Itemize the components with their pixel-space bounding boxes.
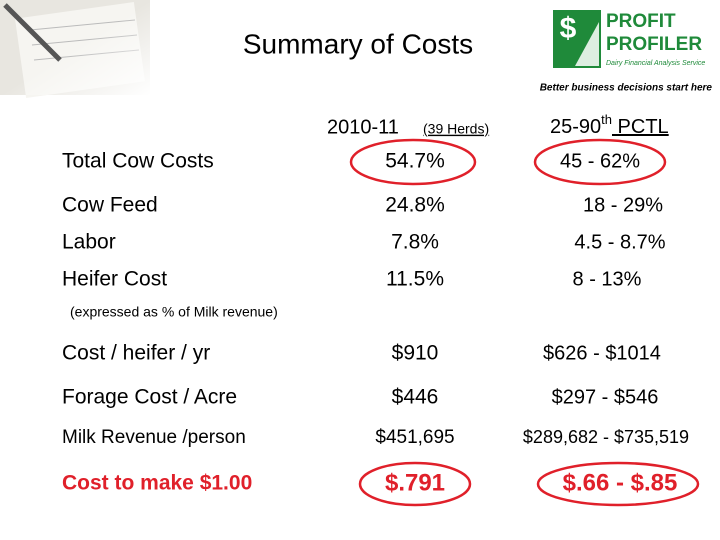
note: (expressed as % of Milk revenue) <box>70 304 278 320</box>
row-range: 18 - 29% <box>583 194 663 216</box>
row-value: 24.8% <box>385 194 445 217</box>
tagline: Better business decisions start here <box>540 83 713 94</box>
highlight <box>349 138 477 186</box>
highlight <box>536 461 700 507</box>
row-range: 4.5 - 8.7% <box>574 231 665 253</box>
row-label: Heifer Cost <box>62 268 167 291</box>
row-range: $626 - $1014 <box>543 342 661 364</box>
row-value: $451,695 <box>375 427 454 448</box>
row-label: Forage Cost / Acre <box>62 386 237 409</box>
logo-sub: Dairy Financial Analysis Service <box>606 60 705 67</box>
row-label: Labor <box>62 231 116 254</box>
logo-line1: PROFIT <box>606 11 676 32</box>
col-herds: (39 Herds) <box>423 121 489 137</box>
row-label: Cost / heifer / yr <box>62 342 210 365</box>
row-label: Cow Feed <box>62 194 158 217</box>
col-year: 2010-11 <box>327 116 399 138</box>
row-range: $289,682 - $735,519 <box>523 427 689 447</box>
row-range: $.66 - $.85 <box>563 469 678 496</box>
logo-line2: PROFILER <box>606 34 702 55</box>
logo: $ PROFIT PROFILER Dairy Financial Analys… <box>553 10 705 68</box>
col-pct-sup: th <box>601 112 612 127</box>
row-value: $.791 <box>385 469 445 496</box>
row-value: 7.8% <box>391 231 439 254</box>
col-pct-a: 25-90 <box>550 116 601 138</box>
logo-symbol: $ <box>560 12 577 45</box>
row-value: 54.7% <box>385 150 445 173</box>
highlight <box>533 138 667 186</box>
row-value: $446 <box>392 386 439 409</box>
rows: Total Cow Costs 54.7% 45 - 62% Cow Feed 24.8… <box>62 150 689 497</box>
corner-image <box>0 0 150 98</box>
highlight <box>358 461 472 507</box>
row-range: $297 - $546 <box>552 386 659 408</box>
row-value: $910 <box>392 342 439 365</box>
row-range: 8 - 13% <box>573 268 642 290</box>
col-pct: 25-90th PCTL <box>550 112 669 138</box>
row-value: 11.5% <box>386 268 444 291</box>
logo-graph <box>575 22 599 66</box>
row-range: 45 - 62% <box>560 150 640 172</box>
title: Summary of Costs <box>243 28 473 59</box>
row-label: Total Cow Costs <box>62 150 214 173</box>
col-pct-b: PCTL <box>612 116 669 138</box>
row-label: Cost to make $1.00 <box>62 472 252 495</box>
row-label: Milk Revenue /person <box>62 427 246 448</box>
